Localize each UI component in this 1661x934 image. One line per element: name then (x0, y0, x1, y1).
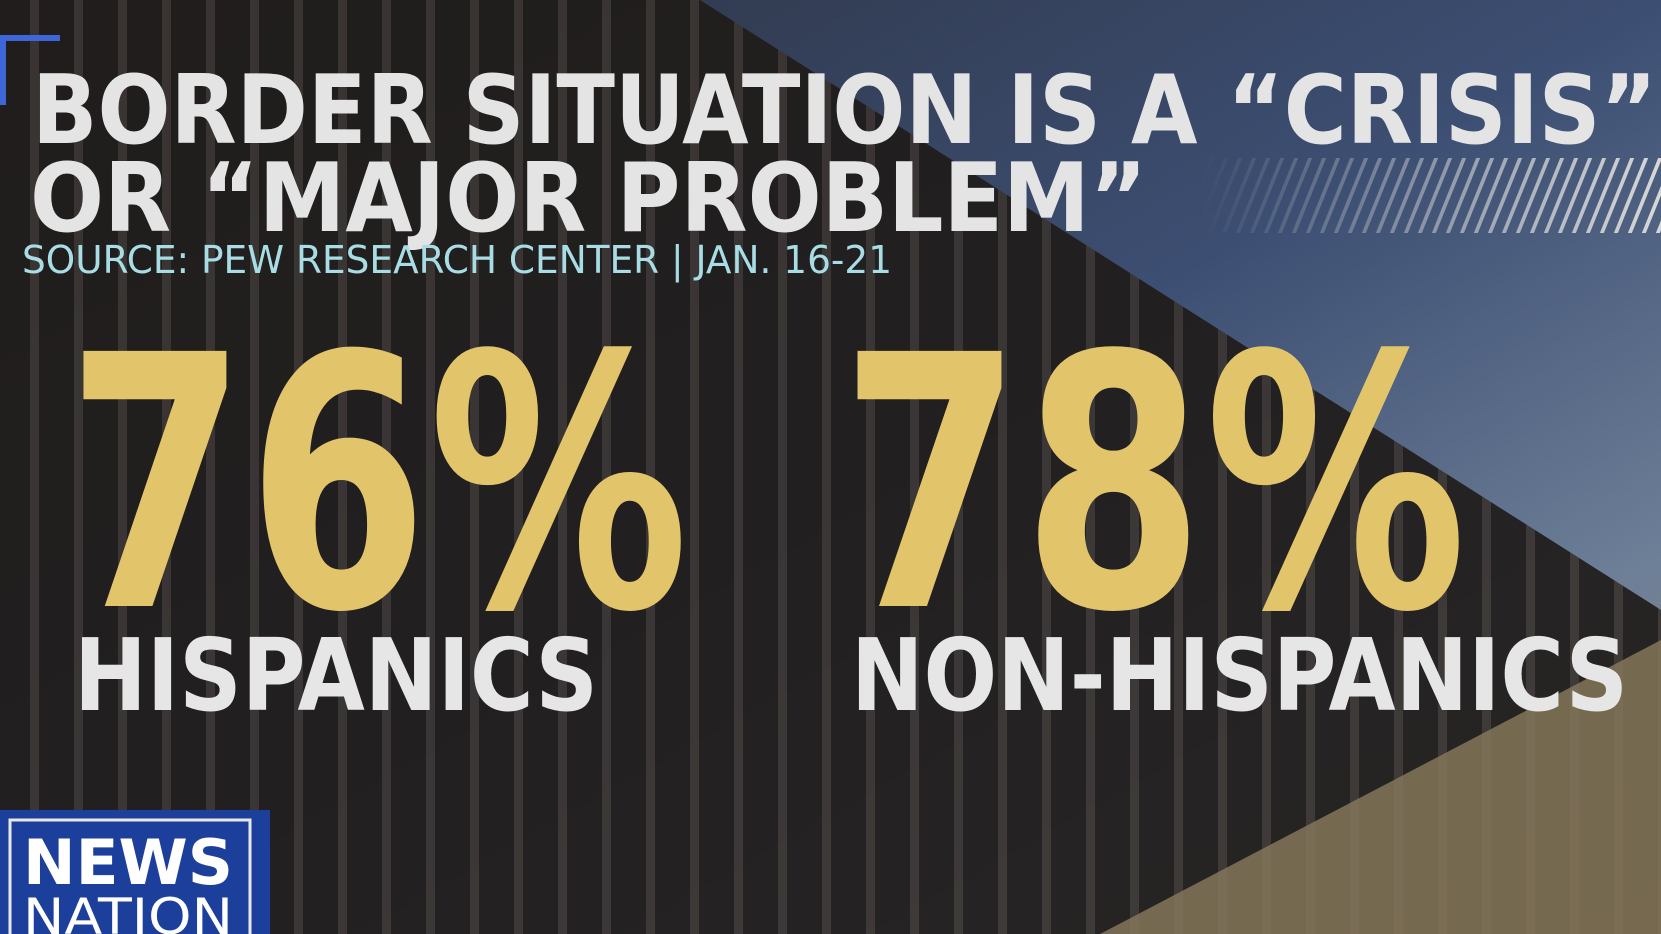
stat-label: HISPANICS (74, 617, 598, 734)
logo-frame (8, 818, 252, 934)
stat-value: 76% (66, 281, 689, 689)
stat-label: NON-HISPANICS (851, 617, 1628, 734)
title-line: BORDER SITUATION IS A “CRISIS” (32, 56, 1657, 166)
title-line: OR “MAJOR PROBLEM” (30, 144, 1147, 254)
logo-text: NATION (23, 888, 233, 934)
logo-text: NEWS (23, 826, 233, 899)
ground (1100, 640, 1661, 934)
logo: NEWS NATION (0, 810, 270, 934)
corner-bracket (0, 35, 60, 105)
source: SOURCE: PEW RESEARCH CENTER | JAN. 16-21 (22, 238, 892, 283)
hatch-decoration (1200, 158, 1661, 233)
logo-box (0, 810, 270, 934)
stat-value: 78% (840, 281, 1467, 689)
